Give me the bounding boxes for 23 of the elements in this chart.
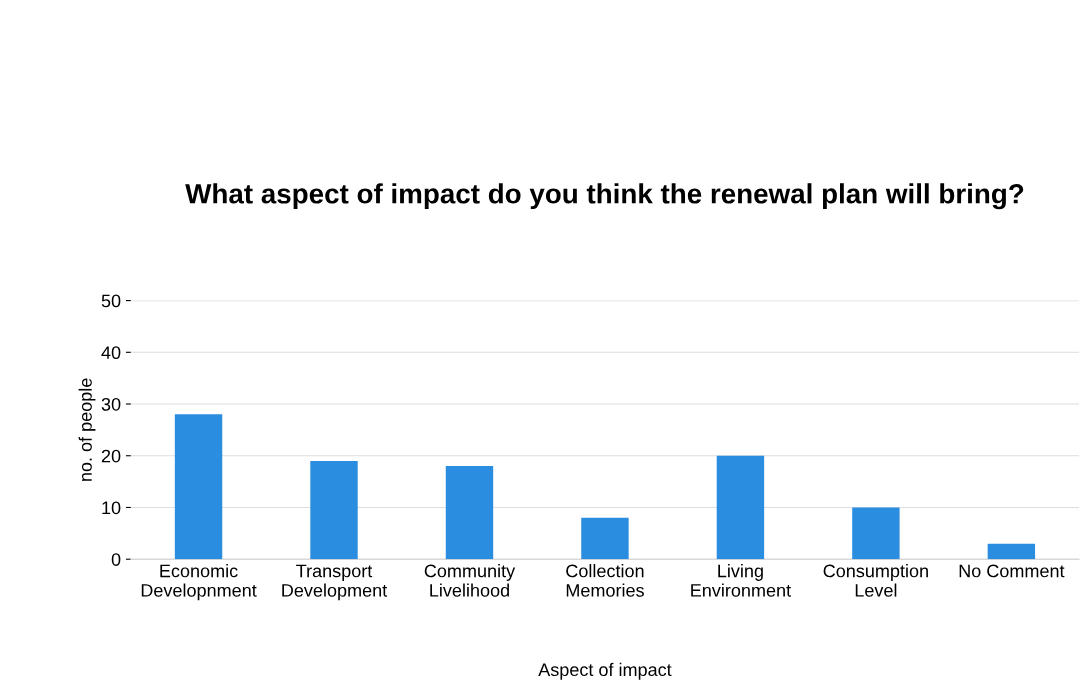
- y-tick-label: 30: [101, 397, 121, 411]
- x-tick-label: No Comment: [959, 564, 1065, 578]
- bar: [445, 466, 494, 560]
- x-tick-label: Collection Memories: [566, 564, 644, 597]
- bar: [987, 543, 1036, 560]
- bar: [852, 507, 900, 560]
- y-axis-title: no. of people: [78, 378, 96, 481]
- x-tick-label: Living Environment: [691, 564, 791, 597]
- bar: [581, 517, 629, 560]
- x-tick-label: Community Livelihood: [424, 564, 516, 597]
- y-tick-label: 20: [101, 449, 121, 463]
- bar: [716, 455, 765, 560]
- bar: [174, 414, 223, 560]
- y-tick-label: 40: [101, 346, 121, 360]
- chart-title: What aspect of impact do you think the renewal plan will bring?: [185, 183, 1024, 210]
- x-tick-label: Transport Development: [282, 564, 388, 601]
- bar: [310, 460, 358, 560]
- y-tick-label: 0: [111, 553, 121, 566]
- x-axis-title: Aspect of impact: [538, 662, 672, 680]
- y-tick-label: 50: [101, 294, 121, 308]
- y-tick-label: 10: [102, 501, 121, 515]
- x-tick-label: Consumption Level: [823, 564, 928, 597]
- x-tick-label: Economic Developnment: [141, 564, 257, 601]
